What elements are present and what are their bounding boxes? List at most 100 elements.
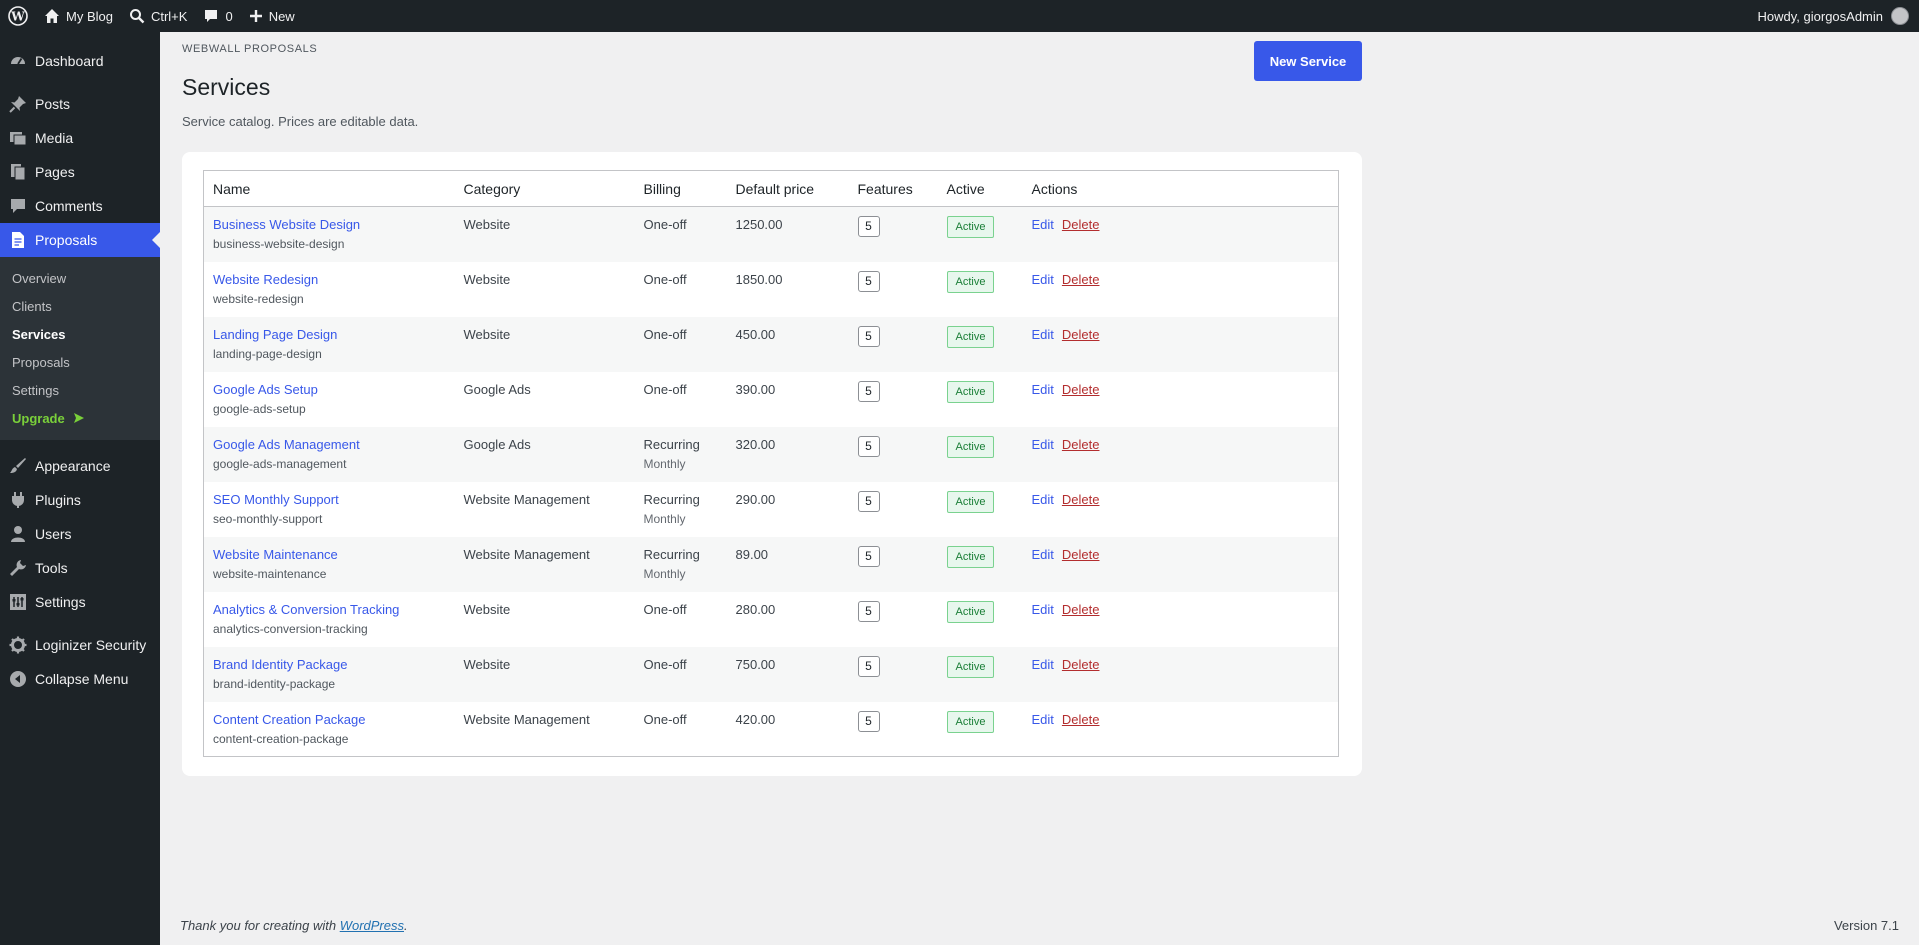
service-name-link[interactable]: Google Ads Management <box>213 436 360 452</box>
sidebar-item-users[interactable]: Users <box>0 517 160 551</box>
billing-type: One-off <box>643 656 687 672</box>
cell-features: 5 <box>849 592 938 647</box>
service-slug: brand-identity-package <box>213 676 336 691</box>
edit-link[interactable]: Edit <box>1031 601 1054 617</box>
edit-link[interactable]: Edit <box>1031 656 1054 672</box>
collapse-icon <box>9 670 27 688</box>
collapse-menu-button[interactable]: Collapse Menu <box>0 662 160 696</box>
comments-link[interactable]: 0 <box>195 0 240 32</box>
cell-billing: Recurring Monthly <box>635 537 727 592</box>
user-account-menu[interactable]: Howdy, giorgosAdmin <box>1758 7 1919 25</box>
sidebar-item-proposals[interactable]: Proposals <box>0 223 160 257</box>
submenu-item-proposals[interactable]: Proposals <box>12 354 70 370</box>
edit-link[interactable]: Edit <box>1031 491 1054 507</box>
delete-link[interactable]: Delete <box>1061 656 1100 672</box>
submenu-item-upgrade[interactable]: Upgrade <box>0 404 160 432</box>
gear-icon <box>9 636 27 654</box>
page-description: Service catalog. Prices are editable dat… <box>182 114 419 129</box>
submenu-item-services[interactable]: Services <box>12 326 66 342</box>
cell-billing: Recurring Monthly <box>635 482 727 537</box>
submenu-item-settings[interactable]: Settings <box>12 382 59 398</box>
cell-default-price: 1850.00 <box>735 271 783 287</box>
sidebar-item-posts[interactable]: Posts <box>0 87 160 121</box>
service-slug: google-ads-management <box>213 456 347 471</box>
cell-actions: Edit Delete <box>1023 317 1339 372</box>
cell-billing: One-off <box>635 647 727 702</box>
search-icon <box>129 8 145 24</box>
edit-link[interactable]: Edit <box>1031 271 1054 287</box>
cell-billing: Recurring Monthly <box>635 427 727 482</box>
search-shortcut-label: Ctrl+K <box>150 8 188 24</box>
new-content-link[interactable]: New <box>241 0 303 32</box>
submenu-item-overview[interactable]: Overview <box>12 270 67 286</box>
features-count: 5 <box>857 600 880 622</box>
billing-type: Recurring <box>643 546 700 562</box>
column-header-actions: Actions <box>1022 170 1339 207</box>
cell-actions: Edit Delete <box>1023 207 1339 262</box>
edit-link[interactable]: Edit <box>1031 217 1054 232</box>
cell-default-price: 1250.00 <box>735 217 783 232</box>
wrench-icon <box>9 559 27 577</box>
delete-link[interactable]: Delete <box>1061 271 1100 287</box>
cell-actions: Edit Delete <box>1023 372 1339 427</box>
plugin-icon <box>9 491 27 509</box>
service-name-link[interactable]: Brand Identity Package <box>213 656 348 672</box>
column-header-default-price: Default price <box>726 170 849 207</box>
plus-icon <box>249 9 263 23</box>
upgrade-label: Upgrade <box>12 410 65 426</box>
sidebar-item-appearance[interactable]: Appearance <box>0 449 160 483</box>
features-count: 5 <box>857 545 880 567</box>
delete-link[interactable]: Delete <box>1061 326 1100 342</box>
sidebar-item-plugins[interactable]: Plugins <box>0 483 160 517</box>
table-row: Website Redesign website-redesign Website O… <box>203 261 1339 317</box>
edit-link[interactable]: Edit <box>1031 436 1054 452</box>
service-name-link[interactable]: Website Maintenance <box>213 546 338 562</box>
service-name-link[interactable]: Analytics & Conversion Tracking <box>213 601 400 617</box>
cell-features: 5 <box>849 262 938 317</box>
wordpress-link[interactable]: WordPress <box>339 918 404 933</box>
service-name-link[interactable]: Google Ads Setup <box>213 381 318 397</box>
edit-link[interactable]: Edit <box>1031 546 1054 562</box>
site-name-link[interactable]: My Blog <box>36 0 121 32</box>
delete-link[interactable]: Delete <box>1061 381 1100 397</box>
cell-default-price: 89.00 <box>735 546 769 562</box>
sidebar-item-settings[interactable]: Settings <box>0 585 160 619</box>
new-service-button[interactable]: New Service <box>1254 41 1362 81</box>
command-search[interactable]: Ctrl+K <box>121 0 195 32</box>
cell-category: Website Management <box>463 546 590 562</box>
delete-link[interactable]: Delete <box>1061 491 1100 507</box>
brush-icon <box>9 457 27 475</box>
submenu-item-clients[interactable]: Clients <box>12 298 52 314</box>
service-name-link[interactable]: Website Redesign <box>213 271 319 287</box>
service-name-link[interactable]: Landing Page Design <box>213 326 338 342</box>
delete-link[interactable]: Delete <box>1061 711 1100 727</box>
sidebar-item-tools[interactable]: Tools <box>0 551 160 585</box>
cell-default-price: 280.00 <box>735 601 776 617</box>
cell-features: 5 <box>849 427 938 482</box>
delete-link[interactable]: Delete <box>1061 217 1100 232</box>
cell-active: Active <box>938 427 1023 482</box>
service-name-link[interactable]: Content Creation Package <box>213 711 366 727</box>
services-table: Name Category Billing Default price Feat… <box>203 170 1339 757</box>
column-header-features: Features <box>848 170 938 207</box>
service-name-link[interactable]: SEO Monthly Support <box>213 491 339 507</box>
edit-link[interactable]: Edit <box>1031 381 1054 397</box>
sidebar-item-loginizer-security[interactable]: Loginizer Security <box>0 628 160 662</box>
sidebar-item-dashboard[interactable]: Dashboard <box>0 44 160 78</box>
delete-link[interactable]: Delete <box>1061 436 1100 452</box>
sidebar-item-pages[interactable]: Pages <box>0 155 160 189</box>
table-row: Content Creation Package content-creation… <box>203 701 1339 757</box>
sidebar-item-media[interactable]: Media <box>0 121 160 155</box>
cell-billing: One-off <box>635 592 727 647</box>
footer-thanks-suffix: . <box>404 918 408 933</box>
service-slug: analytics-conversion-tracking <box>213 621 368 636</box>
sidebar-item-comments[interactable]: Comments <box>0 189 160 223</box>
edit-link[interactable]: Edit <box>1031 326 1054 342</box>
wordpress-logo-icon[interactable]: W <box>0 0 36 32</box>
delete-link[interactable]: Delete <box>1061 546 1100 562</box>
cell-default-price: 290.00 <box>735 491 776 507</box>
cell-category: Website <box>463 326 511 342</box>
service-name-link[interactable]: Business Website Design <box>213 217 361 232</box>
delete-link[interactable]: Delete <box>1061 601 1100 617</box>
edit-link[interactable]: Edit <box>1031 711 1054 727</box>
